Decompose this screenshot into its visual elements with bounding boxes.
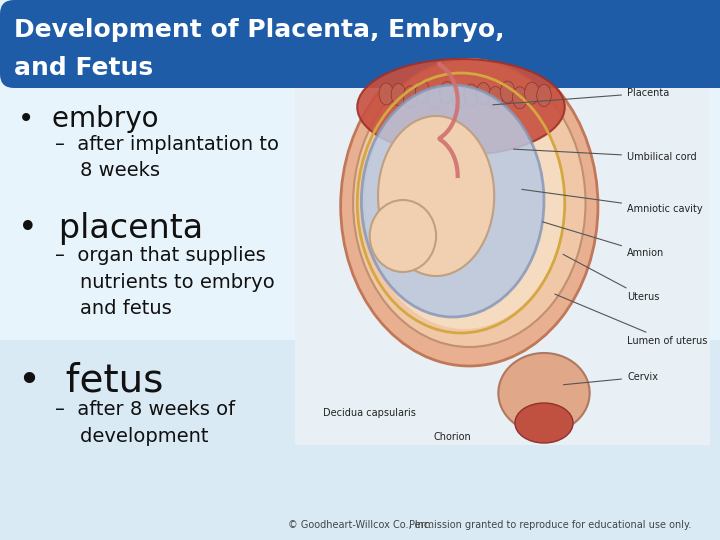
Ellipse shape	[440, 82, 454, 104]
Text: Amnion: Amnion	[542, 222, 665, 258]
Ellipse shape	[357, 59, 564, 155]
Text: –  after implantation to
    8 weeks: – after implantation to 8 weeks	[55, 135, 279, 180]
Text: and Fetus: and Fetus	[14, 56, 153, 80]
Ellipse shape	[515, 403, 573, 443]
Ellipse shape	[464, 84, 479, 106]
Text: Decidua capsularis: Decidua capsularis	[323, 408, 416, 418]
Ellipse shape	[476, 83, 490, 105]
Text: –  after 8 weeks of
    development: – after 8 weeks of development	[55, 400, 235, 445]
Text: Cervix: Cervix	[563, 372, 658, 384]
Text: Lumen of uterus: Lumen of uterus	[555, 294, 707, 346]
Ellipse shape	[513, 87, 527, 109]
Ellipse shape	[361, 85, 544, 317]
Ellipse shape	[365, 77, 564, 329]
FancyBboxPatch shape	[0, 0, 690, 88]
Text: Development of Placenta, Embryo,: Development of Placenta, Embryo,	[14, 18, 505, 42]
Text: Amniotic cavity: Amniotic cavity	[522, 190, 703, 214]
Ellipse shape	[391, 84, 405, 105]
Ellipse shape	[525, 82, 539, 104]
Text: © Goodheart-Willcox Co., Inc.: © Goodheart-Willcox Co., Inc.	[288, 520, 432, 530]
Bar	[650, 0, 720, 88]
Ellipse shape	[488, 86, 503, 109]
Ellipse shape	[452, 85, 467, 107]
Ellipse shape	[369, 200, 436, 272]
Ellipse shape	[536, 84, 552, 106]
Text: Placenta: Placenta	[492, 88, 670, 105]
Bar	[295, 45, 710, 445]
Text: –  organ that supplies
    nutrients to embryo
    and fetus: – organ that supplies nutrients to embry…	[55, 246, 275, 318]
Ellipse shape	[498, 353, 590, 433]
Ellipse shape	[341, 46, 598, 366]
Text: Uterus: Uterus	[563, 254, 660, 302]
Text: •  placenta: • placenta	[18, 212, 203, 245]
Ellipse shape	[403, 86, 418, 108]
Ellipse shape	[379, 83, 394, 105]
Ellipse shape	[353, 59, 585, 347]
Text: Chorion: Chorion	[434, 432, 472, 442]
Ellipse shape	[428, 87, 442, 109]
Text: Permission granted to reproduce for educational use only.: Permission granted to reproduce for educ…	[409, 520, 691, 530]
Ellipse shape	[415, 81, 430, 103]
Ellipse shape	[378, 116, 494, 276]
Bar	[0, 340, 720, 540]
Text: Umbilical cord: Umbilical cord	[513, 149, 697, 162]
Text: •  fetus: • fetus	[18, 362, 163, 400]
Ellipse shape	[500, 81, 515, 103]
Text: •  embryo: • embryo	[18, 105, 158, 133]
